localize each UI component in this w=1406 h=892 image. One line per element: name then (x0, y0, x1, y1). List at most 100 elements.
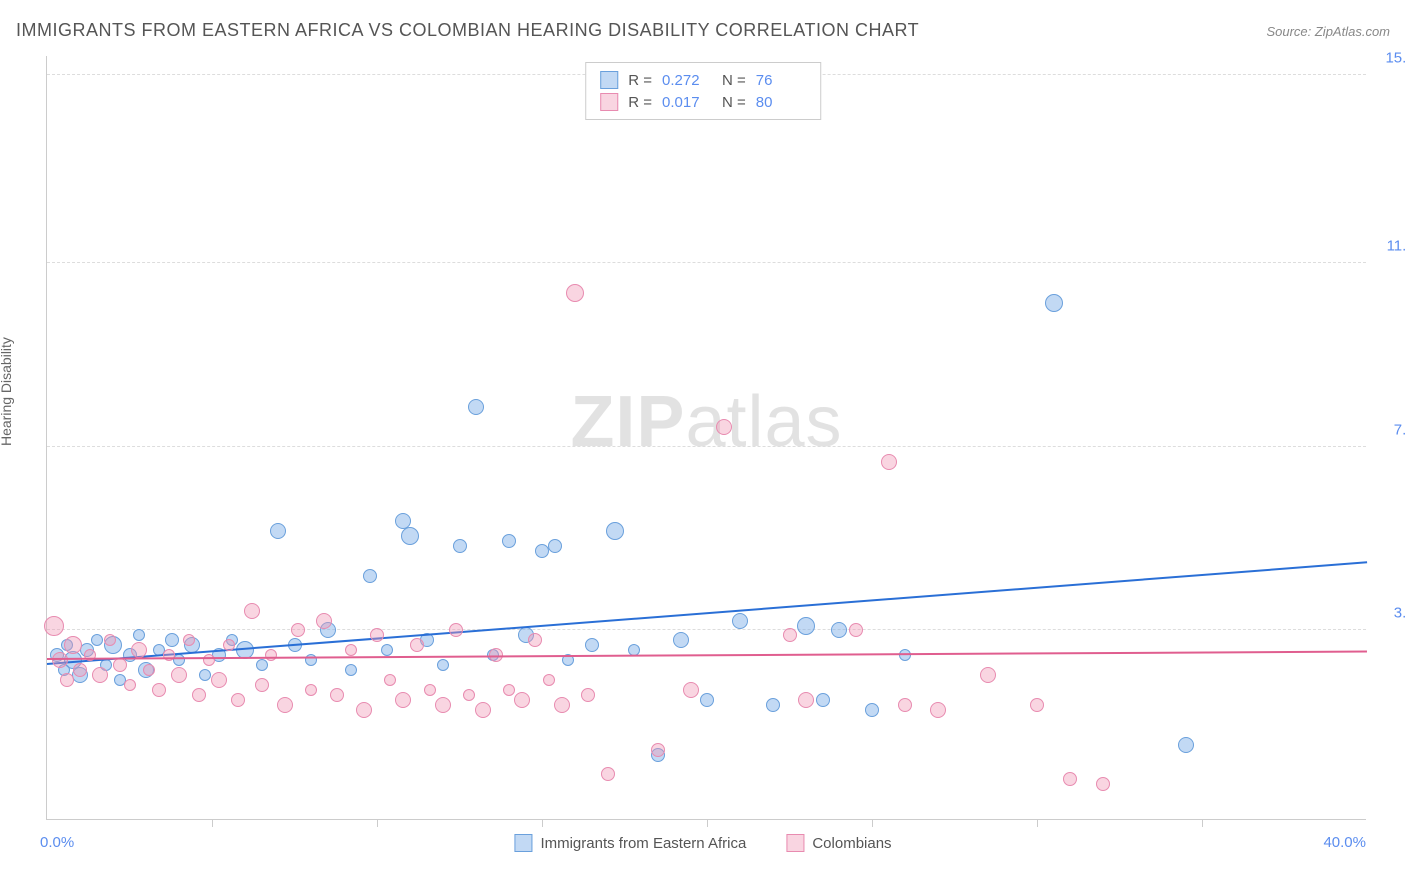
data-point-eastern-africa (535, 544, 549, 558)
data-point-colombians (223, 639, 235, 651)
data-point-colombians (528, 633, 542, 647)
data-point-eastern-africa (345, 664, 357, 676)
data-point-colombians (265, 649, 277, 661)
data-point-colombians (203, 654, 215, 666)
x-tick (707, 819, 708, 827)
gridline (47, 446, 1366, 447)
gridline (47, 262, 1366, 263)
x-tick (542, 819, 543, 827)
data-point-eastern-africa (1045, 294, 1063, 312)
data-point-colombians (171, 667, 187, 683)
data-point-colombians (124, 679, 136, 691)
data-point-colombians (1063, 772, 1077, 786)
data-point-colombians (651, 743, 665, 757)
data-point-colombians (601, 767, 615, 781)
data-point-eastern-africa (700, 693, 714, 707)
data-point-eastern-africa (401, 527, 419, 545)
legend-label: Colombians (812, 835, 891, 852)
data-point-colombians (152, 683, 166, 697)
data-point-colombians (566, 284, 584, 302)
data-point-eastern-africa (270, 523, 286, 539)
y-tick-label: 7.5% (1394, 421, 1406, 438)
data-point-eastern-africa (133, 629, 145, 641)
data-point-eastern-africa (673, 632, 689, 648)
n-value: 80 (756, 94, 806, 111)
data-point-eastern-africa (899, 649, 911, 661)
y-tick-label: 15.0% (1385, 49, 1406, 66)
data-point-colombians (255, 678, 269, 692)
data-point-colombians (64, 636, 82, 654)
series-legend: Immigrants from Eastern AfricaColombians (514, 834, 891, 852)
r-value: 0.272 (662, 72, 712, 89)
data-point-colombians (52, 652, 68, 668)
data-point-colombians (475, 702, 491, 718)
data-point-eastern-africa (606, 522, 624, 540)
data-point-colombians (131, 642, 147, 658)
y-axis-label: Hearing Disability (0, 337, 14, 446)
data-point-colombians (514, 692, 530, 708)
y-tick-label: 11.2% (1387, 238, 1406, 255)
x-tick (212, 819, 213, 827)
data-point-colombians (384, 674, 396, 686)
data-point-colombians (211, 672, 227, 688)
data-point-colombians (1030, 698, 1044, 712)
data-point-colombians (881, 454, 897, 470)
swatch-eastern-africa (600, 71, 618, 89)
data-point-colombians (163, 649, 175, 661)
r-label: R = (628, 94, 652, 111)
data-point-colombians (849, 623, 863, 637)
watermark: ZIPatlas (570, 381, 842, 463)
data-point-colombians (554, 697, 570, 713)
swatch-colombians (786, 834, 804, 852)
n-label: N = (722, 94, 746, 111)
data-point-eastern-africa (453, 539, 467, 553)
data-point-colombians (345, 644, 357, 656)
x-tick (377, 819, 378, 827)
data-point-colombians (435, 697, 451, 713)
stats-row-colombians: R =0.017N =80 (600, 91, 806, 113)
data-point-eastern-africa (199, 669, 211, 681)
data-point-eastern-africa (831, 622, 847, 638)
data-point-eastern-africa (165, 633, 179, 647)
data-point-eastern-africa (91, 634, 103, 646)
legend-item-colombians: Colombians (786, 834, 891, 852)
data-point-eastern-africa (437, 659, 449, 671)
data-point-eastern-africa (732, 613, 748, 629)
stats-row-eastern-africa: R = 0.272 N = 76 (600, 69, 806, 91)
data-point-eastern-africa (816, 693, 830, 707)
data-point-colombians (410, 638, 424, 652)
data-point-colombians (356, 702, 372, 718)
data-point-colombians (503, 684, 515, 696)
data-point-colombians (231, 693, 245, 707)
data-point-colombians (183, 634, 195, 646)
chart-title: IMMIGRANTS FROM EASTERN AFRICA VS COLOMB… (16, 20, 919, 41)
x-axis-max-label: 40.0% (1323, 834, 1366, 851)
x-tick (1037, 819, 1038, 827)
data-point-eastern-africa (1178, 737, 1194, 753)
data-point-eastern-africa (502, 534, 516, 548)
data-point-colombians (244, 603, 260, 619)
stats-legend: R =0.272N =76R =0.017N =80 (585, 62, 821, 120)
n-value: 76 (756, 72, 806, 89)
x-axis-min-label: 0.0% (40, 834, 74, 851)
data-point-colombians (1096, 777, 1110, 791)
data-point-eastern-africa (585, 638, 599, 652)
data-point-colombians (113, 658, 127, 672)
y-tick-label: 3.8% (1394, 605, 1406, 622)
data-point-colombians (330, 688, 344, 702)
source-attribution: Source: ZipAtlas.com (1266, 24, 1390, 39)
n-label: N = (722, 72, 746, 89)
swatch-eastern-africa (514, 834, 532, 852)
r-label: R = (628, 72, 652, 89)
data-point-eastern-africa (468, 399, 484, 415)
data-point-eastern-africa (865, 703, 879, 717)
data-point-colombians (192, 688, 206, 702)
data-point-colombians (980, 667, 996, 683)
data-point-eastern-africa (256, 659, 268, 671)
data-point-colombians (60, 673, 74, 687)
data-point-colombians (104, 634, 116, 646)
plot-area: ZIPatlas 3.8%7.5%11.2%15.0% (46, 56, 1366, 820)
data-point-colombians (543, 674, 555, 686)
data-point-colombians (316, 613, 332, 629)
data-point-colombians (92, 667, 108, 683)
